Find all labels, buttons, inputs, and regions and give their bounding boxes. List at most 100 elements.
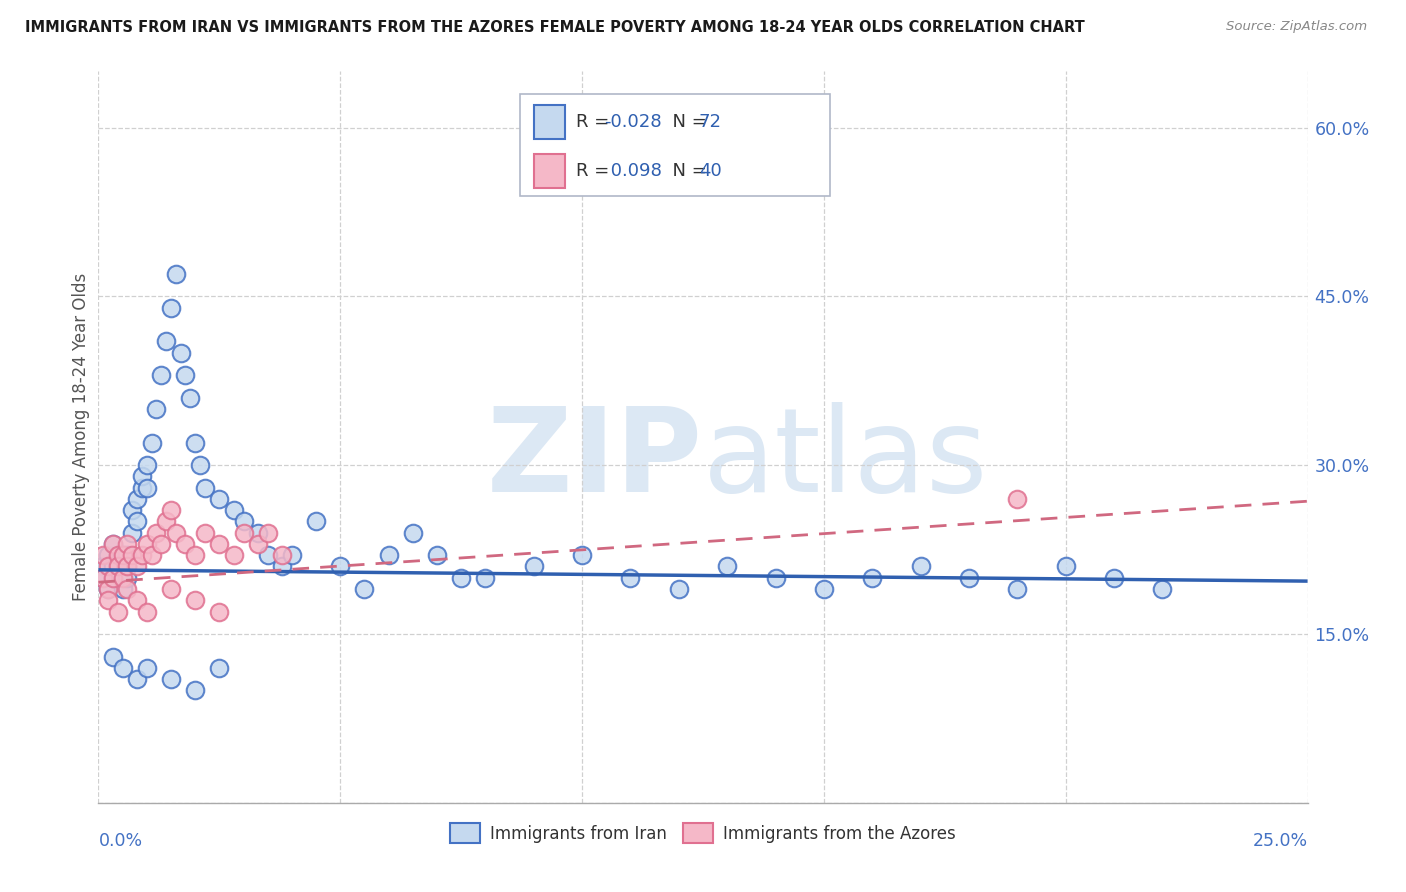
- Point: [716, 559, 738, 574]
- Legend: Immigrants from Iran, Immigrants from the Azores: Immigrants from Iran, Immigrants from th…: [443, 817, 963, 849]
- Point: [208, 605, 231, 619]
- Point: [184, 548, 207, 562]
- Point: [131, 481, 153, 495]
- Text: ZIP: ZIP: [486, 401, 703, 516]
- Point: [127, 515, 149, 529]
- Point: [910, 559, 932, 574]
- Point: [117, 571, 139, 585]
- Point: [160, 503, 183, 517]
- Point: [271, 559, 294, 574]
- Point: [668, 582, 690, 596]
- Point: [111, 548, 134, 562]
- Point: [127, 559, 149, 574]
- Point: [135, 481, 157, 495]
- Text: R =: R =: [576, 161, 616, 179]
- Point: [1007, 491, 1029, 506]
- Point: [353, 582, 375, 596]
- Point: [135, 661, 157, 675]
- Point: [155, 334, 177, 349]
- Point: [150, 537, 173, 551]
- Point: [155, 515, 177, 529]
- Point: [97, 582, 120, 596]
- Point: [256, 548, 278, 562]
- Point: [247, 537, 270, 551]
- Point: [571, 548, 593, 562]
- Point: [135, 605, 157, 619]
- Point: [426, 548, 449, 562]
- Point: [256, 525, 278, 540]
- Point: [131, 469, 153, 483]
- Point: [523, 559, 546, 574]
- Point: [101, 559, 124, 574]
- Point: [111, 661, 134, 675]
- Text: -0.028: -0.028: [605, 113, 662, 131]
- Text: Source: ZipAtlas.com: Source: ZipAtlas.com: [1226, 20, 1367, 33]
- Point: [101, 571, 124, 585]
- Text: 25.0%: 25.0%: [1253, 832, 1308, 850]
- Point: [135, 458, 157, 473]
- Point: [117, 559, 139, 574]
- Point: [222, 548, 245, 562]
- Point: [232, 515, 254, 529]
- Point: [474, 571, 496, 585]
- Point: [247, 525, 270, 540]
- Point: [97, 593, 120, 607]
- Point: [169, 345, 191, 359]
- Point: [91, 548, 114, 562]
- Point: [91, 559, 114, 574]
- Text: 0.098: 0.098: [605, 161, 661, 179]
- Point: [619, 571, 641, 585]
- Point: [141, 435, 163, 450]
- Text: 0.0%: 0.0%: [98, 832, 142, 850]
- Point: [121, 525, 143, 540]
- Point: [135, 537, 157, 551]
- Point: [174, 537, 197, 551]
- Point: [117, 537, 139, 551]
- Text: R =: R =: [576, 113, 616, 131]
- Point: [111, 548, 134, 562]
- Point: [208, 661, 231, 675]
- Text: 72: 72: [699, 113, 721, 131]
- Y-axis label: Female Poverty Among 18-24 Year Olds: Female Poverty Among 18-24 Year Olds: [72, 273, 90, 601]
- Point: [117, 559, 139, 574]
- Point: [1007, 582, 1029, 596]
- Point: [101, 537, 124, 551]
- Point: [107, 571, 129, 585]
- Point: [117, 582, 139, 596]
- Point: [97, 548, 120, 562]
- Point: [450, 571, 472, 585]
- Point: [101, 571, 124, 585]
- Point: [101, 649, 124, 664]
- Point: [91, 571, 114, 585]
- Point: [281, 548, 304, 562]
- Point: [121, 503, 143, 517]
- Point: [165, 267, 187, 281]
- Point: [127, 491, 149, 506]
- Point: [194, 481, 217, 495]
- Point: [232, 525, 254, 540]
- Point: [1102, 571, 1125, 585]
- Point: [97, 559, 120, 574]
- Text: N =: N =: [661, 161, 713, 179]
- Point: [222, 503, 245, 517]
- Point: [101, 537, 124, 551]
- Point: [131, 548, 153, 562]
- Point: [150, 368, 173, 383]
- Text: IMMIGRANTS FROM IRAN VS IMMIGRANTS FROM THE AZORES FEMALE POVERTY AMONG 18-24 YE: IMMIGRANTS FROM IRAN VS IMMIGRANTS FROM …: [25, 20, 1085, 35]
- Text: atlas: atlas: [703, 401, 988, 516]
- Point: [271, 548, 294, 562]
- Point: [402, 525, 425, 540]
- Point: [179, 391, 201, 405]
- Point: [141, 548, 163, 562]
- Text: N =: N =: [661, 113, 713, 131]
- Point: [165, 525, 187, 540]
- Point: [184, 683, 207, 698]
- Text: 40: 40: [699, 161, 721, 179]
- Point: [117, 548, 139, 562]
- Point: [160, 301, 183, 315]
- Point: [160, 672, 183, 686]
- Point: [188, 458, 211, 473]
- Point: [329, 559, 352, 574]
- Point: [127, 672, 149, 686]
- Point: [305, 515, 328, 529]
